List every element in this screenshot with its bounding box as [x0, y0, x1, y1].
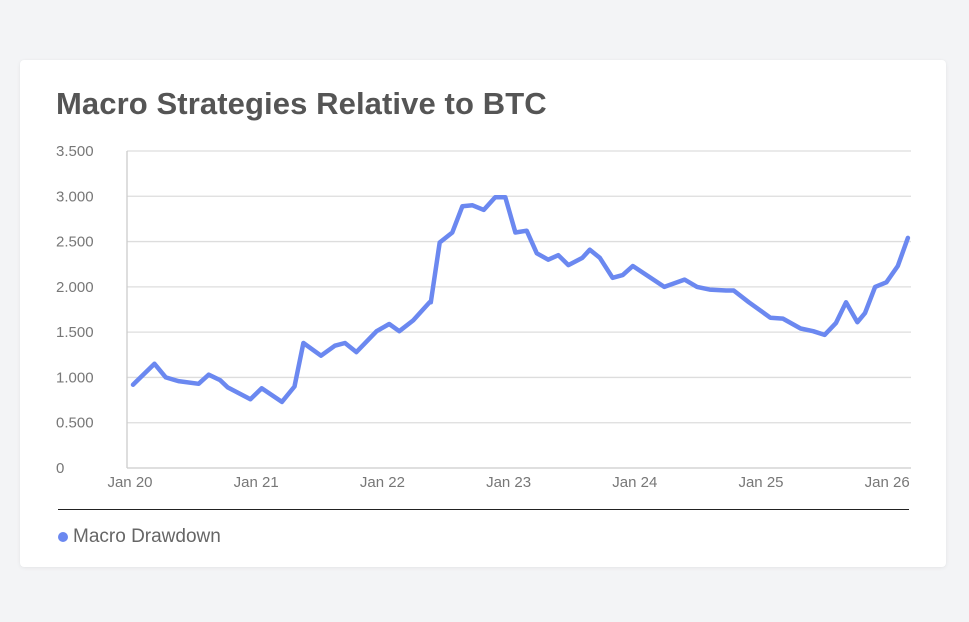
y-tick-label: 0 [56, 460, 64, 477]
x-tick-label: Jan 21 [234, 474, 279, 491]
y-axis-ticks: 3.500 3.000 2.500 2.000 1.500 1.000 0.500 0 [56, 143, 94, 477]
x-tick-label: Jan 24 [612, 474, 657, 491]
x-axis-ticks: Jan 20 Jan 21 Jan 22 Jan 23 Jan 24 Jan 25 Jan … [107, 474, 909, 491]
x-tick-label: Jan 25 [738, 474, 783, 491]
chart-title: Macro Strategies Relative to BTC [56, 86, 547, 121]
y-tick-label: 3.000 [56, 188, 94, 205]
legend-label-macro-drawdown[interactable]: Macro Drawdown [73, 526, 221, 547]
legend-divider [58, 509, 909, 510]
chart-card: Macro Strategies Relative to BTC 3.500 3.… [20, 60, 946, 567]
y-tick-label: 1.500 [56, 324, 94, 341]
x-tick-label: Jan 20 [107, 474, 152, 491]
chart-gridlines [127, 150, 911, 469]
y-tick-label: 2.000 [56, 279, 94, 296]
line-chart: 3.500 3.000 2.500 2.000 1.500 1.000 0.500 0 Jan… [56, 143, 911, 491]
series-line-macro-drawdown[interactable] [130, 194, 911, 405]
y-tick-label: 2.500 [56, 234, 94, 251]
x-tick-label: Jan 22 [360, 474, 405, 491]
legend-marker-dot-icon [58, 532, 68, 542]
legend: Macro Drawdown [58, 526, 221, 548]
x-tick-label: Jan 23 [486, 474, 531, 491]
x-tick-label: Jan 26 [865, 474, 910, 491]
y-tick-label: 1.000 [56, 369, 94, 386]
y-tick-label: 3.500 [56, 143, 94, 160]
y-tick-label: 0.500 [56, 415, 94, 432]
